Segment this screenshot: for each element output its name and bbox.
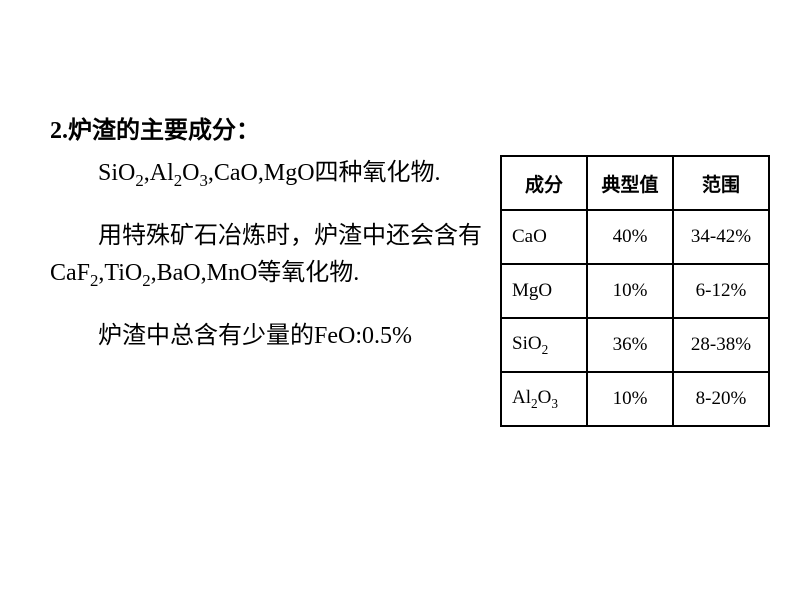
- composition-table: 成分 典型值 范围 CaO 40% 34-42% MgO 10% 6-12%: [500, 155, 770, 427]
- table-column: 成分 典型值 范围 CaO 40% 34-42% MgO 10% 6-12%: [500, 155, 770, 427]
- paragraph-2: 用特殊矿石冶炼时，炉渣中还会含有CaF2,TiO2,BaO,MnO等氧化物.: [50, 218, 482, 294]
- table-row: CaO 40% 34-42%: [501, 210, 769, 264]
- cell-typical: 40%: [587, 210, 673, 264]
- cell-typical: 36%: [587, 318, 673, 372]
- cell-typical: 10%: [587, 372, 673, 426]
- table-header-row: 成分 典型值 范围: [501, 156, 769, 210]
- cell-range: 34-42%: [673, 210, 769, 264]
- cell-component: Al2O3: [501, 372, 587, 426]
- document-page: 2.炉渣的主要成分： SiO2,Al2O3,CaO,MgO四种氧化物. 用特殊矿…: [0, 0, 800, 600]
- table-row: Al2O3 10% 8-20%: [501, 372, 769, 426]
- table-row: SiO2 36% 28-38%: [501, 318, 769, 372]
- cell-range: 6-12%: [673, 264, 769, 318]
- table-row: MgO 10% 6-12%: [501, 264, 769, 318]
- body-area: SiO2,Al2O3,CaO,MgO四种氧化物. 用特殊矿石冶炼时，炉渣中还会含…: [50, 155, 770, 427]
- cell-typical: 10%: [587, 264, 673, 318]
- table-header-component: 成分: [501, 156, 587, 210]
- table-header-range: 范围: [673, 156, 769, 210]
- paragraph-1: SiO2,Al2O3,CaO,MgO四种氧化物.: [50, 155, 482, 194]
- cell-range: 8-20%: [673, 372, 769, 426]
- section-heading: 2.炉渣的主要成分：: [50, 110, 770, 145]
- cell-component: CaO: [501, 210, 587, 264]
- cell-component: MgO: [501, 264, 587, 318]
- table-header-typical: 典型值: [587, 156, 673, 210]
- cell-component: SiO2: [501, 318, 587, 372]
- paragraph-3: 炉渣中总含有少量的FeO:0.5%: [50, 318, 482, 355]
- cell-range: 28-38%: [673, 318, 769, 372]
- text-column: SiO2,Al2O3,CaO,MgO四种氧化物. 用特殊矿石冶炼时，炉渣中还会含…: [50, 155, 482, 379]
